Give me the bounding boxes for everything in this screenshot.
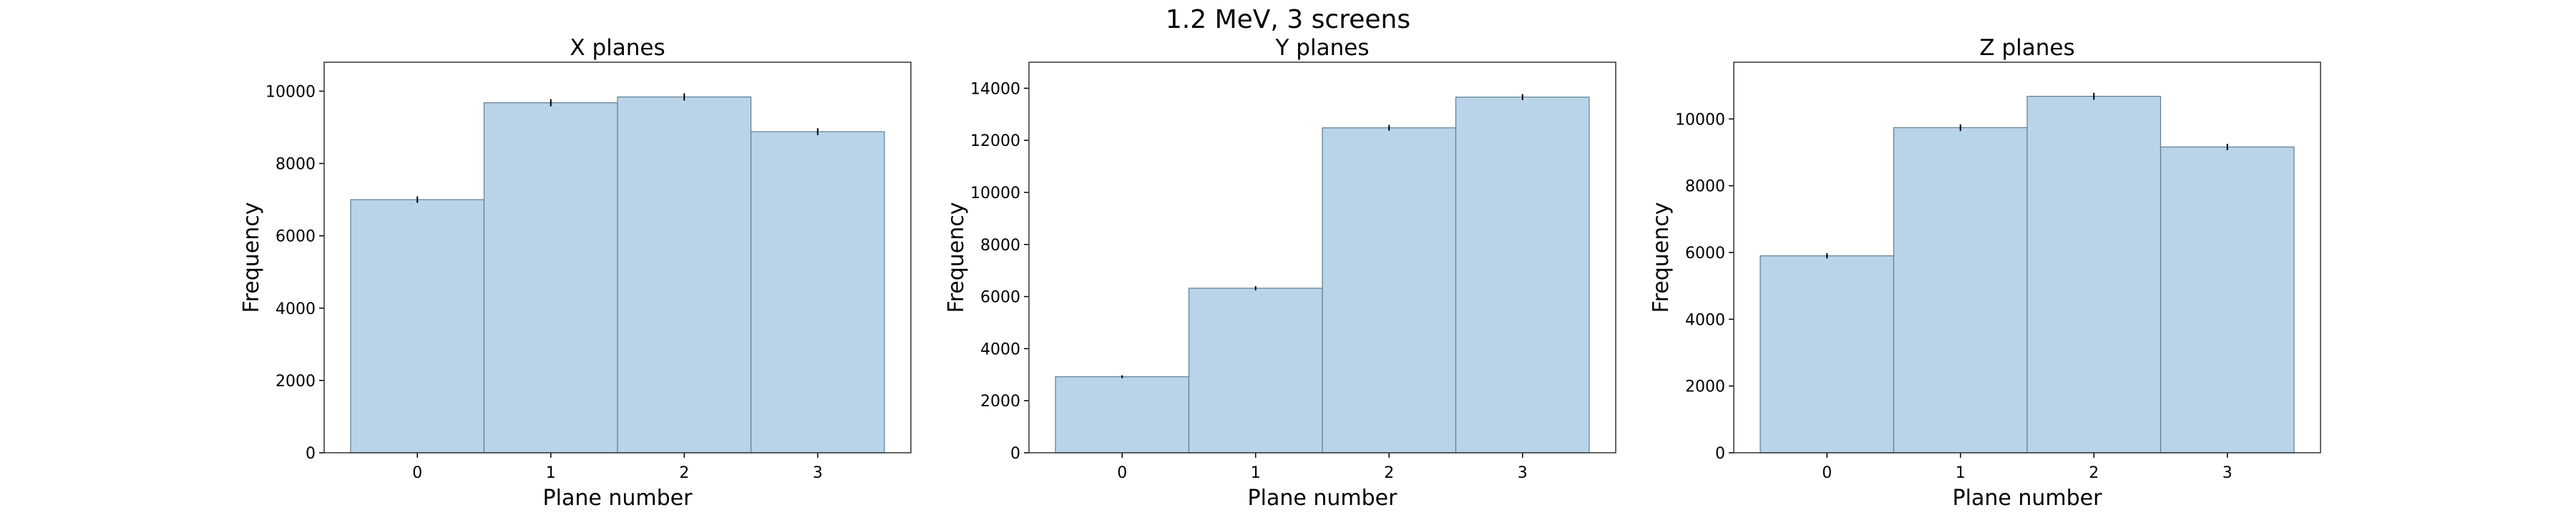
x-tick-label: 1 (1956, 464, 1966, 482)
x-tick-label: 2 (679, 464, 689, 482)
y-tick-label: 6000 (980, 289, 1020, 307)
y-tick-label: 2000 (1685, 378, 1725, 396)
y-axis-label: Frequency (944, 202, 969, 313)
bar (2160, 146, 2295, 453)
panel-title: Z planes (1979, 35, 2074, 61)
bar (1455, 97, 1590, 453)
x-tick-label: 0 (1117, 464, 1127, 482)
y-tick-label: 8000 (275, 156, 316, 174)
y-tick-label: 0 (306, 445, 316, 463)
figure-title: 1.2 MeV, 3 screens (1165, 5, 1411, 34)
y-tick-label: 10000 (1675, 111, 1725, 129)
axes-frame (1733, 62, 2321, 453)
x-axis-label: Plane number (1248, 486, 1398, 511)
axes-frame (1028, 62, 1616, 453)
x-tick-label: 1 (1251, 464, 1261, 482)
bar (617, 96, 752, 453)
bar (2026, 96, 2162, 453)
x-tick-label: 0 (412, 464, 422, 482)
bar (350, 199, 485, 453)
x-tick-label: 3 (1518, 464, 1528, 482)
bar (1760, 255, 1895, 453)
x-axis-label: Plane number (1953, 486, 2103, 511)
y-tick-label: 6000 (275, 228, 316, 246)
y-axis-label: Frequency (239, 202, 264, 313)
y-tick-label: 8000 (980, 237, 1020, 255)
y-tick-label: 2000 (980, 393, 1020, 411)
y-tick-label: 10000 (970, 185, 1020, 202)
y-tick-label: 0 (1010, 445, 1020, 463)
y-axis-label: Frequency (1649, 202, 1674, 313)
x-tick-label: 3 (813, 464, 823, 482)
bar (1055, 376, 1190, 453)
x-axis-label: Plane number (543, 486, 693, 511)
y-tick-label: 4000 (980, 340, 1020, 358)
y-tick-label: 4000 (275, 300, 316, 318)
x-tick-label: 3 (2223, 464, 2233, 482)
panel-title: Y planes (1275, 35, 1370, 61)
y-tick-label: 4000 (1685, 311, 1725, 329)
x-tick-label: 2 (1384, 464, 1394, 482)
bar (750, 131, 885, 453)
panel-title: X planes (570, 35, 665, 61)
x-tick-label: 0 (1822, 464, 1832, 482)
axes-frame (323, 62, 912, 453)
y-tick-label: 0 (1715, 445, 1725, 463)
y-tick-label: 14000 (970, 80, 1020, 98)
bar (1322, 127, 1457, 453)
y-tick-label: 2000 (275, 373, 316, 391)
y-tick-label: 12000 (970, 132, 1020, 150)
y-tick-label: 10000 (265, 83, 316, 101)
y-tick-label: 8000 (1685, 178, 1725, 196)
bar (483, 102, 618, 453)
bar (1188, 288, 1323, 453)
x-tick-label: 1 (546, 464, 556, 482)
x-tick-label: 2 (2089, 464, 2099, 482)
y-tick-label: 6000 (1685, 245, 1725, 263)
bar (1893, 127, 2028, 453)
